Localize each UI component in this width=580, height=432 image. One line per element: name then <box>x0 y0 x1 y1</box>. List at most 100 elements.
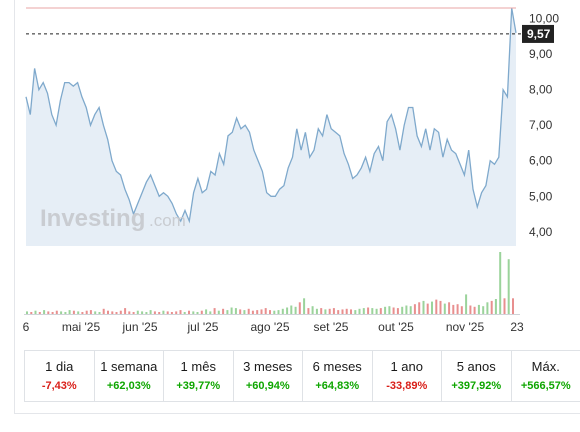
y-tick-label: 7,00 <box>529 118 553 132</box>
volume-bar <box>362 308 365 314</box>
volume-bar <box>341 309 344 314</box>
volume-bar <box>281 308 284 314</box>
volume-bar <box>124 308 127 314</box>
volume-bar <box>269 310 271 314</box>
x-tick-label: nov '25 <box>446 320 485 334</box>
x-tick-label: set '25 <box>314 320 349 334</box>
period-max[interactable]: Máx. +566,57% <box>510 351 580 401</box>
volume-bar <box>234 308 237 314</box>
volume-bar <box>401 306 404 314</box>
volume-bar <box>192 311 195 314</box>
x-tick-label: jul '25 <box>187 320 219 334</box>
volume-bar <box>72 310 75 314</box>
volume-bar <box>345 308 348 314</box>
volume-bar <box>311 306 314 314</box>
period-3-months[interactable]: 3 meses +60,94% <box>232 351 303 401</box>
y-tick-label: 4,00 <box>529 225 553 239</box>
price-area <box>26 8 516 246</box>
volume-bar <box>226 310 229 314</box>
current-price-label: 9,57 <box>527 27 551 41</box>
volume-bar <box>111 311 114 314</box>
volume-bar <box>251 310 254 314</box>
volume-bar <box>260 309 263 314</box>
volume-bar <box>136 310 139 314</box>
volume-bar <box>405 305 408 314</box>
volume-bar <box>43 310 46 314</box>
volume-bar <box>115 312 118 314</box>
y-tick-label: 6,00 <box>529 154 553 168</box>
volume-bar <box>448 302 451 314</box>
period-5-years[interactable]: 5 anos +397,92% <box>441 351 511 401</box>
period-change: +62,03% <box>106 379 151 392</box>
volume-bar <box>81 312 84 314</box>
volume-bar <box>149 310 152 314</box>
period-1-year[interactable]: 1 ano -33,89% <box>371 351 442 401</box>
period-6-months[interactable]: 6 meses +64,83% <box>302 351 372 401</box>
volume-bar <box>328 308 331 314</box>
volume-bar <box>77 311 80 314</box>
y-tick-label: 10,00 <box>529 12 559 26</box>
volume-bar <box>273 310 276 314</box>
investing-watermark-suffix: .com <box>149 211 186 230</box>
period-1-day[interactable]: 1 dia -7,43% <box>24 351 94 401</box>
period-change: +397,92% <box>451 379 502 392</box>
volume-bar <box>222 308 225 314</box>
volume-bar <box>264 308 267 314</box>
volume-bar <box>209 311 212 314</box>
volume-bar <box>34 310 37 314</box>
volume-bar <box>277 310 280 314</box>
volume-bar <box>490 300 493 314</box>
investing-watermark: Investing <box>40 205 145 232</box>
volume-bar <box>68 310 71 314</box>
volume-bar <box>418 302 421 314</box>
volume-bar <box>158 312 161 314</box>
volume-bar <box>409 306 412 314</box>
volume-bar <box>422 300 425 314</box>
y-tick-label: 9,00 <box>529 47 553 61</box>
period-label: 6 meses <box>312 358 362 374</box>
volume-bar <box>89 310 92 314</box>
volume-bar <box>294 306 297 314</box>
volume-bar <box>469 305 472 314</box>
x-tick-label: mai '25 <box>62 320 101 334</box>
volume-bar <box>473 306 476 314</box>
volume-bar <box>217 310 220 314</box>
volume-bar <box>239 309 242 314</box>
x-tick-label: 6 <box>23 320 30 334</box>
volume-bar <box>247 308 250 314</box>
volume-bar <box>315 308 318 314</box>
chart-frame <box>14 0 580 414</box>
price-chart[interactable]: 10,00 9,00 8,00 7,00 6,00 5,00 4,00 9,57 Investi… <box>0 0 580 350</box>
price-line <box>25 7 517 224</box>
volume-bar <box>303 298 306 314</box>
volume-bar <box>26 311 28 314</box>
volume-bar <box>465 294 468 314</box>
volume-bar <box>503 298 506 314</box>
volume-bar <box>431 301 433 314</box>
volume-bar <box>205 309 208 314</box>
current-price-tag <box>522 24 554 43</box>
volume-bar <box>324 309 327 314</box>
volume-bar <box>196 312 199 314</box>
volume-bar <box>170 312 173 314</box>
volume-bar <box>426 303 429 314</box>
volume-bar <box>107 310 109 314</box>
volume-bar <box>367 307 370 314</box>
x-tick-label: jun '25 <box>122 320 158 334</box>
period-change: +60,94% <box>245 379 290 392</box>
volume-bar <box>337 310 340 314</box>
period-1-month[interactable]: 1 mês +39,77% <box>163 351 233 401</box>
volume-bar <box>477 304 480 314</box>
volume-bar <box>439 300 442 314</box>
volume-bar <box>290 305 293 314</box>
period-change: -7,43% <box>41 379 77 392</box>
x-tick-label: out '25 <box>378 320 414 334</box>
volume-bar <box>392 307 395 314</box>
volume-bar <box>183 312 186 314</box>
period-label: 1 ano <box>390 358 424 374</box>
volume-bar <box>320 308 323 314</box>
volume-bar <box>128 311 131 314</box>
period-1-week[interactable]: 1 semana +62,03% <box>93 351 164 401</box>
volume-bar <box>512 298 514 314</box>
volume-bar <box>396 308 399 314</box>
